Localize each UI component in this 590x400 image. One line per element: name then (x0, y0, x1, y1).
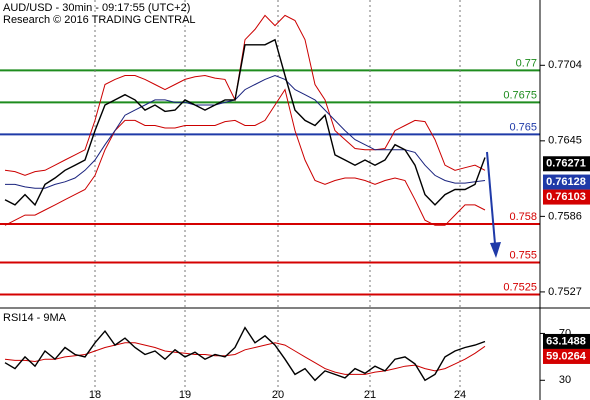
level-label: 0.7675 (503, 89, 537, 101)
y-tick-label: 30 (559, 374, 571, 386)
series-line (4, 14, 486, 176)
x-tick-label: 18 (89, 389, 101, 400)
marks-layer (4, 14, 486, 382)
x-tick-label: 20 (272, 389, 284, 400)
price-tag-label: 59.0264 (546, 350, 587, 362)
series-line (4, 326, 486, 382)
y-tick-label: 0.7527 (548, 286, 582, 298)
y-tick-label: 0.7586 (548, 210, 582, 222)
level-label: 0.758 (509, 211, 537, 223)
level-label: 0.765 (509, 121, 537, 133)
level-label: 0.77 (516, 57, 537, 69)
chart-subtitle: Research © 2016 TRADING CENTRAL (3, 14, 196, 26)
level-label: 0.755 (509, 249, 537, 261)
price-tag-label: 0.76103 (546, 191, 586, 203)
series-line (4, 342, 486, 375)
price-tag-label: 0.76271 (546, 158, 586, 170)
pane-title: RSI14 - 9MA (3, 312, 67, 324)
price-tag-label: 63.1488 (546, 335, 586, 347)
price-tag (543, 156, 590, 172)
x-tick-label: 24 (454, 389, 466, 400)
series-line (4, 38, 486, 207)
price-tag-label: 0.76128 (546, 176, 586, 188)
series-line (4, 88, 486, 226)
chart-title: AUD/USD - 30min - 09:17:55 (UTC+2) (3, 2, 190, 14)
price-tag (543, 174, 590, 190)
arrow-shaft (486, 151, 496, 245)
y-tick-label: 0.7645 (548, 135, 582, 147)
price-tag (543, 333, 590, 349)
y-tick-label: 0.7704 (548, 59, 582, 71)
tags-layer: 0.76271 0.76128 0.76103 63.1488 59.0264 (543, 156, 590, 364)
arrow-head (490, 242, 501, 258)
x-tick-label: 19 (179, 389, 191, 400)
price-tag (543, 348, 590, 364)
price-tag (543, 189, 590, 205)
level-label: 0.7525 (503, 281, 537, 293)
x-tick-label: 21 (364, 389, 376, 400)
